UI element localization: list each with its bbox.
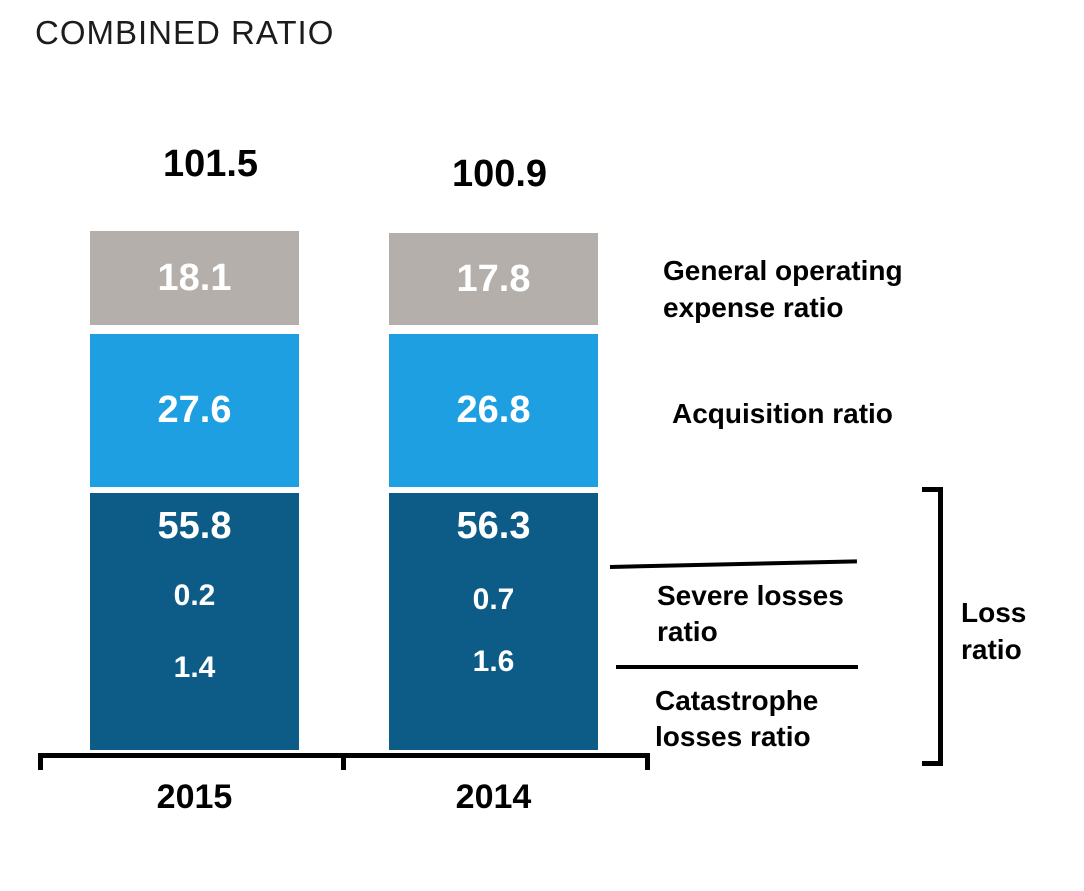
legend-loss-ratio: Loss ratio [961,594,1026,668]
value-2014-severe: 0.7 [472,583,515,616]
value-2014-acquisition: 26.8 [456,389,531,431]
loss-bracket-vertical [938,487,943,766]
legend-general-operating: General operating expense ratio [663,252,903,326]
value-2015-general-operating: 18.1 [157,256,232,299]
pointer-line-catastrophe [616,665,858,669]
legend-severe-line1: Severe losses [657,580,844,611]
legend-general-operating-line1: General operating [663,255,903,286]
total-2014: 100.9 [451,153,548,195]
legend-loss-ratio-line1: Loss [961,597,1027,628]
legend-catastrophe-line1: Catastrophe [655,685,819,716]
value-2014-catastrophe: 1.6 [472,645,515,678]
segment-2015-general-operating: 18.1 [90,231,299,325]
legend-severe-line2: ratio [657,616,718,647]
category-label-2015: 2015 [156,778,233,816]
legend-acquisition: Acquisition ratio [672,398,893,429]
x-axis-tick-middle [341,753,346,770]
segment-2014-general-operating: 17.8 [389,233,598,325]
value-2015-severe: 0.2 [173,579,216,612]
legend-severe: Severe losses ratio [657,578,844,650]
category-label-2014: 2014 [455,778,532,816]
value-2014-general-operating: 17.8 [456,257,531,300]
value-2014-loss: 56.3 [456,505,531,547]
x-axis-tick-right [645,753,650,770]
chart-title: COMBINED RATIO [35,14,335,51]
segment-2014-loss: 56.3 0.7 1.6 [389,493,598,750]
x-axis-tick-left [38,753,43,770]
segment-2014-acquisition: 26.8 [389,334,598,487]
legend-catastrophe: Catastrophe losses ratio [655,683,818,755]
pointer-line-severe [609,559,857,569]
value-2015-catastrophe: 1.4 [173,651,216,684]
loss-bracket-bottom-arm [922,761,943,766]
value-2015-loss: 55.8 [157,505,232,547]
legend-loss-ratio-line2: ratio [961,634,1022,665]
total-2015: 101.5 [162,143,259,185]
legend-general-operating-line2: expense ratio [663,292,844,323]
segment-2015-acquisition: 27.6 [90,334,299,487]
loss-bracket-top-arm [922,487,943,492]
segment-2015-loss: 55.8 0.2 1.4 [90,493,299,750]
legend-catastrophe-line2: losses ratio [655,721,811,752]
value-2015-acquisition: 27.6 [157,389,232,431]
